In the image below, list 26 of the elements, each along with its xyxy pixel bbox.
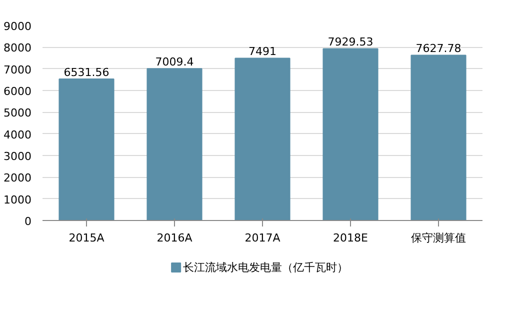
y-tick-label: 1000 [4,193,32,206]
bar [410,54,466,220]
text: 7929.53 [328,36,374,49]
y-tick-label: 7000 [4,63,32,76]
x-tick-label: 2015A [68,232,105,244]
x-tick-label: 2017A [244,232,281,244]
text: 7491 [248,45,277,58]
text: 6531.56 [64,66,110,79]
bar [58,78,114,220]
y-tick-label: 5000 [4,106,32,120]
y-tick-label: 2000 [4,172,32,185]
x-tick-label: 保守测算值 [411,232,466,244]
text: 7009.4 [155,56,194,69]
bar [234,58,290,220]
bar [146,68,202,220]
y-tick-label: 6000 [4,85,32,98]
y-tick-label: 3000 [4,150,32,163]
y-tick-label: 8000 [4,42,32,55]
x-tick-label: 2016A [156,232,193,244]
x-tick-label: 2018E [333,232,368,244]
text: 7627.78 [416,42,462,56]
bar [322,48,378,220]
y-tick-label: 4000 [4,128,32,142]
legend-label: 长江流域水电发电量（亿千瓦时） [183,261,348,274]
y-tick-label: 0 [24,215,32,228]
y-tick-label: 9000 [4,20,32,33]
